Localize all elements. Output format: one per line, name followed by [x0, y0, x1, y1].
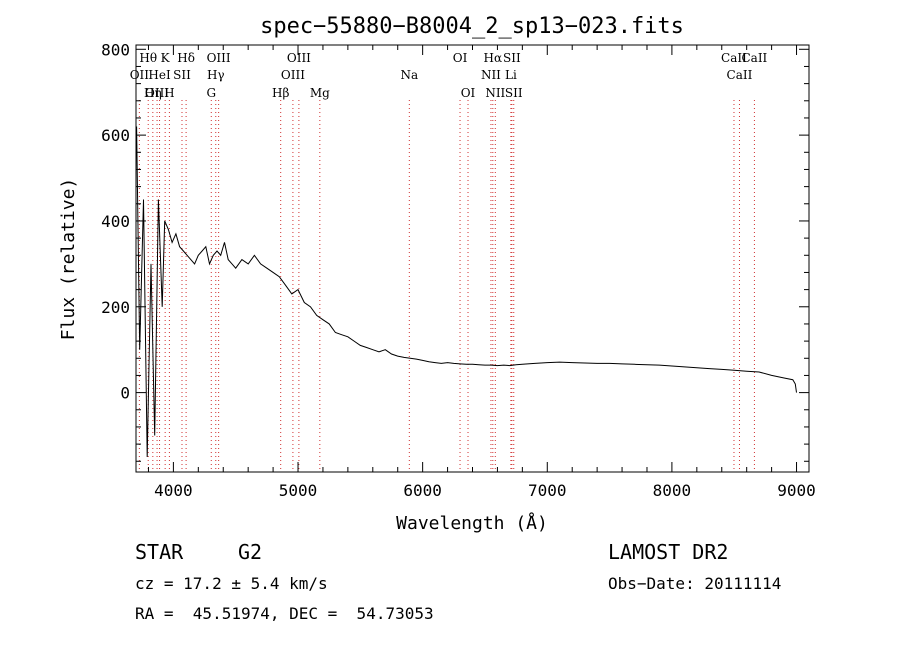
coordinates: RA = 45.51974, DEC = 54.73053 [135, 604, 434, 623]
y-tick-label: 400 [101, 212, 130, 231]
reference-line-label: K [161, 51, 171, 65]
reference-line-label: SII [173, 68, 191, 82]
reference-line-label: OI [453, 51, 468, 65]
x-axis-label: Wavelength (Å) [396, 512, 548, 534]
reference-line-label: Hδ [177, 51, 195, 65]
reference-line-label: H [164, 86, 174, 100]
reference-line-label: NII [485, 86, 505, 100]
reference-line-label: SII [503, 51, 521, 65]
y-tick-label: 600 [101, 126, 130, 145]
x-tick-label: 6000 [403, 481, 442, 500]
reference-line-label: Mg [310, 86, 330, 100]
x-tick-label: 7000 [528, 481, 567, 500]
reference-line-label: OIII [207, 51, 231, 65]
x-tick-label: 4000 [154, 481, 193, 500]
redshift-cz: cz = 17.2 ± 5.4 km/s [135, 574, 328, 593]
chart-title: spec−55880−B8004_2_sp13−023.fits [260, 14, 684, 39]
reference-line-label: NII [481, 68, 501, 82]
reference-line-label: OII [130, 68, 150, 82]
reference-line-label: G [206, 86, 216, 100]
y-axis-ticks: 0 200 400 600 800 [101, 40, 809, 462]
reference-line-label: CaII [727, 68, 753, 82]
survey-name: LAMOST DR2 [608, 540, 728, 564]
reference-line-label: HeI [148, 68, 171, 82]
reference-line-label: Hγ [207, 68, 225, 82]
object-subclass: G2 [238, 540, 262, 564]
reference-line-label: SII [505, 86, 523, 100]
spectrum-line [136, 126, 797, 458]
reference-lines [138, 100, 755, 472]
reference-line-label: OIII [287, 51, 311, 65]
reference-line-label: OIII [281, 68, 305, 82]
reference-line-label: CaII [741, 51, 767, 65]
reference-line-label: CaII [721, 51, 747, 65]
x-tick-label: 9000 [777, 481, 816, 500]
reference-line-label: Hβ [272, 86, 289, 100]
reference-line-label: Hη [144, 86, 162, 100]
y-tick-label: 200 [101, 298, 130, 317]
reference-line-label: Li [505, 68, 517, 82]
y-tick-label: 800 [101, 40, 130, 59]
y-axis-label: Flux (relative) [58, 178, 79, 341]
reference-line-label: Hθ [139, 51, 157, 65]
reference-line-label: OIII [145, 86, 169, 100]
reference-line-label: Na [400, 68, 418, 82]
x-axis-ticks: 4000 5000 6000 7000 8000 9000 [147, 45, 816, 500]
observation-date: Obs−Date: 20111114 [608, 574, 781, 593]
reference-line-label: OI [461, 86, 476, 100]
y-tick-label: 0 [120, 384, 130, 403]
plot-frame [135, 44, 810, 473]
reference-line-label: Hα [484, 51, 503, 65]
object-type: STAR [135, 540, 184, 564]
x-tick-label: 8000 [653, 481, 692, 500]
x-tick-label: 5000 [279, 481, 318, 500]
